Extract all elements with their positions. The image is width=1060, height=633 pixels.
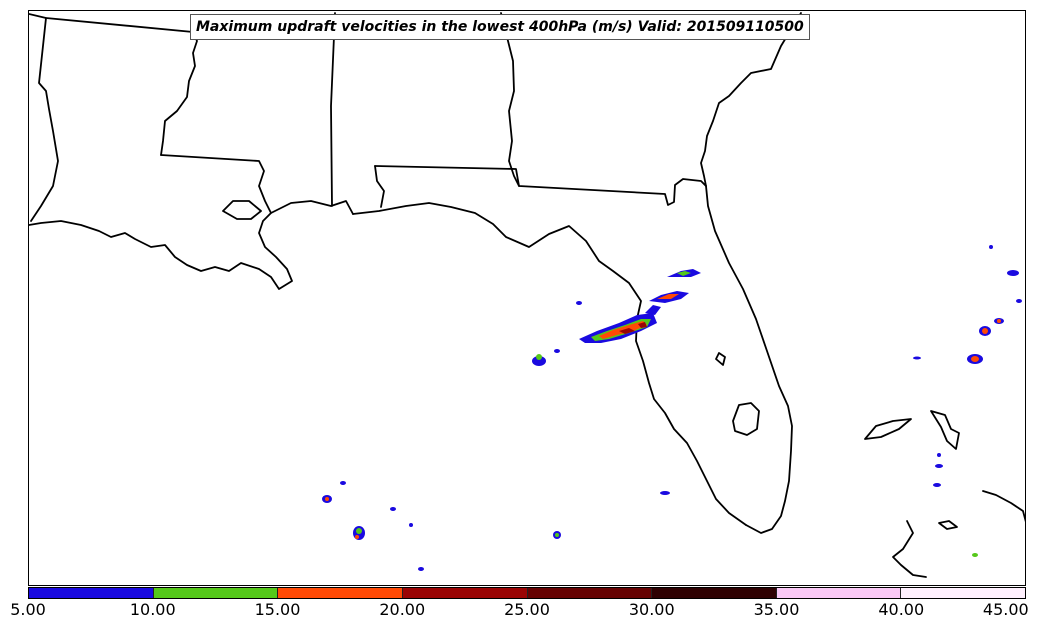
state-border-mississippi-alabama — [330, 12, 336, 207]
bahamas-abaco — [982, 490, 1025, 522]
colorbar-tick-label: 5.00 — [10, 600, 46, 619]
colorbar-tick-label: 20.00 — [379, 600, 426, 619]
lake-central-florida — [715, 352, 726, 366]
state-border-alabama-georgia — [500, 12, 520, 187]
bahamas-eleuthera — [930, 410, 960, 450]
colorbar-segment — [527, 588, 653, 598]
coastline-florida-east — [705, 185, 793, 534]
colorbar — [28, 587, 1026, 599]
cuba-coast — [892, 520, 927, 578]
coastline-gulf-panhandle — [29, 200, 354, 290]
colorbar-tick-label: 45.00 — [982, 600, 1029, 619]
colorbar-tick-label: 10.00 — [129, 600, 176, 619]
colorbar-tick-label: 15.00 — [254, 600, 301, 619]
updraft-echoes — [322, 245, 1022, 571]
colorbar-tick-label: 25.00 — [504, 600, 550, 619]
colorbar-segment — [652, 588, 777, 598]
coastline-atlantic-north — [700, 12, 802, 187]
state-border-louisiana-mississippi-river — [30, 17, 59, 222]
colorbar-ticks: 5.00 10.00 15.00 20.00 25.00 30.00 35.00… — [10, 600, 1029, 626]
lake-pontchartrain — [222, 200, 262, 220]
state-border-mississippi-river — [160, 31, 198, 156]
bahamas-andros — [864, 418, 912, 440]
map-title: Maximum updraft velocities in the lowest… — [190, 14, 810, 40]
colorbar-tick-label: 30.00 — [628, 600, 675, 619]
colorbar-segment — [278, 588, 403, 598]
colorbar-segment — [153, 588, 279, 598]
map-frame — [28, 10, 1026, 586]
state-border-arkansas-louisiana — [29, 13, 194, 33]
state-border-mississippi-louisiana — [160, 154, 272, 214]
colorbar-segment — [776, 588, 902, 598]
lake-okeechobee — [732, 402, 760, 436]
colorbar-segment — [901, 588, 1025, 598]
state-border-alabama-florida-west — [374, 165, 385, 208]
colorbar-tick-label: 35.00 — [753, 600, 800, 619]
coastline-florida-west — [352, 202, 747, 526]
state-border-alabama-florida — [374, 165, 707, 206]
colorbar-segment — [29, 588, 154, 598]
colorbar-tick-label: 40.00 — [878, 600, 925, 619]
map-canvas — [29, 12, 1025, 578]
bahamas-exuma — [938, 520, 958, 530]
colorbar-segment — [402, 588, 528, 598]
